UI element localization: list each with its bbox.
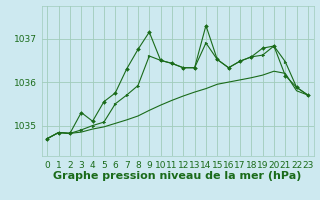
- X-axis label: Graphe pression niveau de la mer (hPa): Graphe pression niveau de la mer (hPa): [53, 171, 302, 181]
